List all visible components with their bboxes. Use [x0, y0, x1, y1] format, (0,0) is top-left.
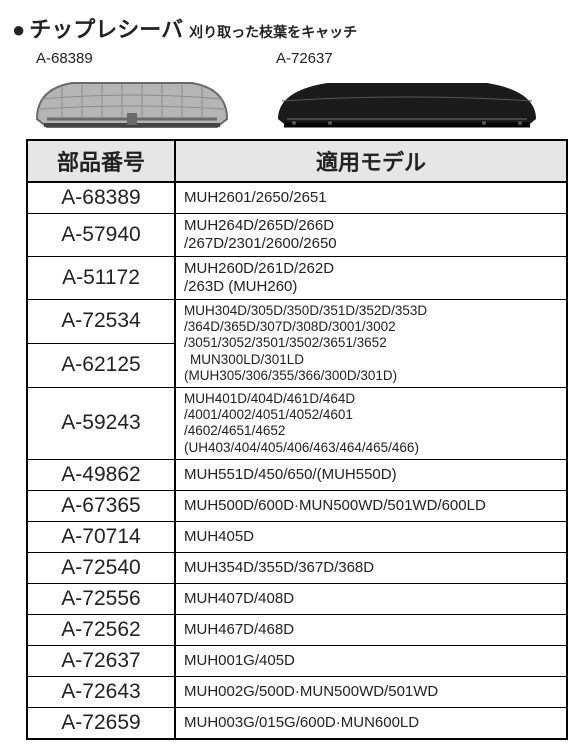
part-number-cell: A-72540: [27, 552, 175, 583]
models-cell: MUH467D/468D: [175, 614, 567, 645]
models-cell: MUH260D/261D/262D/263D (MUH260): [175, 257, 567, 300]
table-row: A-51172MUH260D/261D/262D/263D (MUH260): [27, 257, 567, 300]
models-cell: MUH2601/2650/2651: [175, 182, 567, 214]
part-number-cell: A-72643: [27, 676, 175, 707]
models-cell: MUH401D/404D/461D/464D/4001/4002/4051/40…: [175, 387, 567, 459]
part-number-cell: A-68389: [27, 182, 175, 214]
table-row: A-72534MUH304D/305D/350D/351D/352D/353D/…: [27, 300, 567, 344]
part-number-cell: A-72562: [27, 614, 175, 645]
product-image-right: [272, 69, 542, 135]
header-part-number: 部品番号: [27, 140, 175, 182]
table-row: A-72540MUH354D/355D/367D/368D: [27, 552, 567, 583]
table-row: A-72659MUH003G/015G/600D·MUN600LD: [27, 707, 567, 739]
title-row: ● チップレシーバ 刈り取った枝葉をキャッチ: [12, 12, 557, 44]
part-number-cell: A-72534: [27, 300, 175, 344]
title-bullet: ●: [12, 19, 25, 41]
table-row: A-49862MUH551D/450/650/(MUH550D): [27, 459, 567, 490]
models-cell: MUH405D: [175, 521, 567, 552]
product-image-left-block: A-68389: [32, 50, 272, 135]
product-image-right-label: A-72637: [272, 50, 333, 67]
models-cell: MUH500D/600D·MUN500WD/501WD/600LD: [175, 490, 567, 521]
product-image-left: [32, 69, 232, 135]
table-row: A-67365MUH500D/600D·MUN500WD/501WD/600LD: [27, 490, 567, 521]
title-sub: 刈り取った枝葉をキャッチ: [189, 22, 357, 42]
table-row: A-72637MUH001G/405D: [27, 645, 567, 676]
header-models: 適用モデル: [175, 140, 567, 182]
part-number-cell: A-72659: [27, 707, 175, 739]
table-header-row: 部品番号 適用モデル: [27, 140, 567, 182]
table-row: A-72643MUH002G/500D·MUN500WD/501WD: [27, 676, 567, 707]
models-cell: MUH354D/355D/367D/368D: [175, 552, 567, 583]
models-cell: MUH304D/305D/350D/351D/352D/353D/364D/36…: [175, 300, 567, 388]
models-cell: MUH407D/408D: [175, 583, 567, 614]
product-image-left-label: A-68389: [32, 50, 93, 67]
part-number-cell: A-72556: [27, 583, 175, 614]
table-row: A-70714MUH405D: [27, 521, 567, 552]
models-cell: MUH264D/265D/266D/267D/2301/2600/2650: [175, 214, 567, 257]
parts-table: 部品番号 適用モデル A-68389MUH2601/2650/2651A-579…: [26, 139, 568, 740]
product-images-row: A-68389 A-72637: [12, 50, 557, 135]
table-row: A-72562MUH467D/468D: [27, 614, 567, 645]
models-cell: MUH001G/405D: [175, 645, 567, 676]
part-number-cell: A-49862: [27, 459, 175, 490]
models-cell: MUH002G/500D·MUN500WD/501WD: [175, 676, 567, 707]
part-number-cell: A-70714: [27, 521, 175, 552]
table-row: A-57940MUH264D/265D/266D/267D/2301/2600/…: [27, 214, 567, 257]
part-number-cell: A-57940: [27, 214, 175, 257]
part-number-cell: A-67365: [27, 490, 175, 521]
product-image-right-block: A-72637: [272, 50, 552, 135]
part-number-cell: A-62125: [27, 343, 175, 387]
models-cell: MUH551D/450/650/(MUH550D): [175, 459, 567, 490]
part-number-cell: A-51172: [27, 257, 175, 300]
table-row: A-59243MUH401D/404D/461D/464D/4001/4002/…: [27, 387, 567, 459]
models-cell: MUH003G/015G/600D·MUN600LD: [175, 707, 567, 739]
table-row: A-72556MUH407D/408D: [27, 583, 567, 614]
table-row: A-68389MUH2601/2650/2651: [27, 182, 567, 214]
part-number-cell: A-59243: [27, 387, 175, 459]
part-number-cell: A-72637: [27, 645, 175, 676]
title-main: チップレシーバ: [29, 12, 183, 44]
